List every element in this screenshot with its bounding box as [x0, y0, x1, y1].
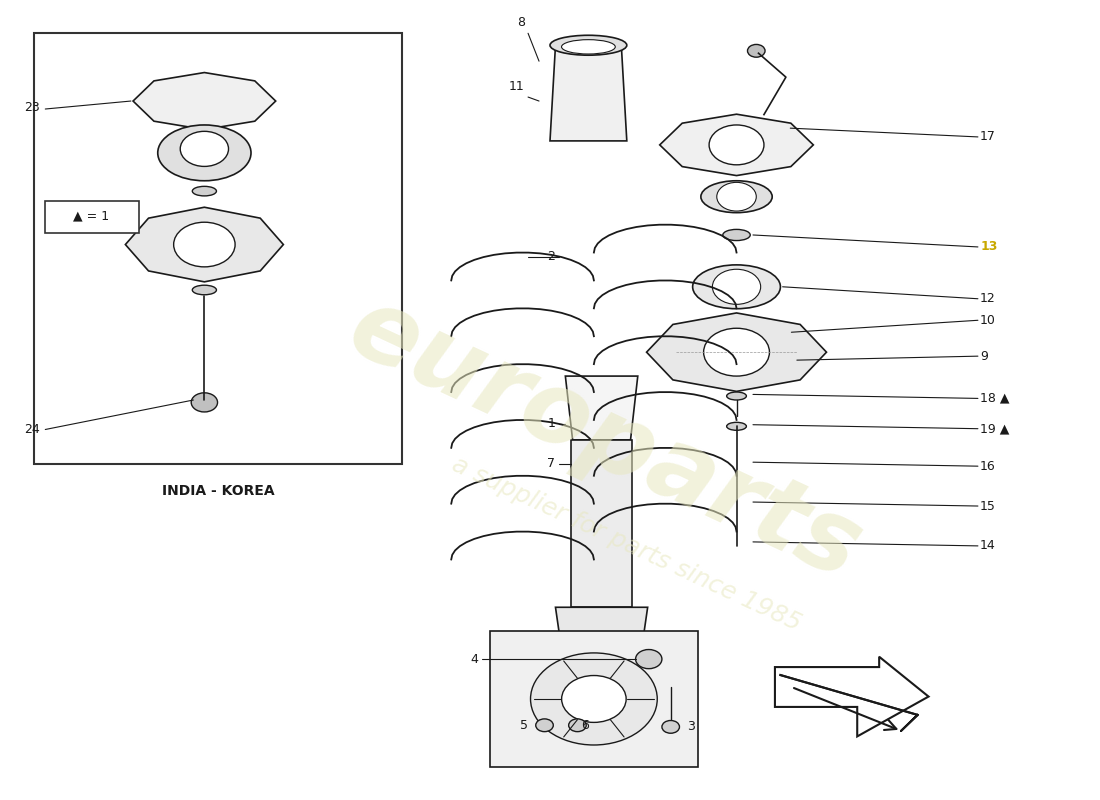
- Circle shape: [662, 721, 680, 734]
- Bar: [45, 201, 139, 233]
- Text: 8: 8: [517, 16, 525, 30]
- Polygon shape: [571, 440, 632, 607]
- Circle shape: [180, 131, 229, 166]
- Ellipse shape: [727, 392, 747, 400]
- Circle shape: [588, 666, 615, 685]
- Circle shape: [713, 270, 761, 304]
- Circle shape: [191, 393, 218, 412]
- Ellipse shape: [727, 422, 747, 430]
- Circle shape: [569, 719, 586, 732]
- Text: 19 ▲: 19 ▲: [980, 422, 1010, 435]
- Polygon shape: [133, 73, 276, 130]
- Text: 9: 9: [980, 350, 988, 362]
- Circle shape: [636, 650, 662, 669]
- Text: 5: 5: [520, 718, 528, 732]
- Polygon shape: [774, 657, 928, 737]
- Text: 12: 12: [980, 292, 996, 306]
- Circle shape: [710, 125, 764, 165]
- Text: europarts: europarts: [333, 279, 876, 601]
- Text: 10: 10: [980, 314, 996, 326]
- Ellipse shape: [192, 186, 217, 196]
- Text: 6: 6: [581, 718, 589, 732]
- Circle shape: [748, 45, 766, 57]
- Text: 13: 13: [980, 241, 998, 254]
- Circle shape: [530, 653, 658, 745]
- Polygon shape: [565, 376, 638, 440]
- Text: a supplier for parts since 1985: a supplier for parts since 1985: [449, 452, 805, 635]
- Polygon shape: [660, 114, 813, 175]
- Text: 3: 3: [688, 720, 695, 734]
- Text: 17: 17: [980, 130, 996, 143]
- Text: 11: 11: [509, 80, 525, 93]
- Bar: [490, 631, 698, 766]
- Ellipse shape: [157, 125, 251, 181]
- Text: INDIA - KOREA: INDIA - KOREA: [162, 484, 274, 498]
- Ellipse shape: [574, 662, 629, 688]
- Polygon shape: [556, 607, 648, 655]
- Text: 15: 15: [980, 499, 996, 513]
- Text: ▲ = 1: ▲ = 1: [74, 210, 109, 222]
- Text: 4: 4: [471, 653, 478, 666]
- Ellipse shape: [693, 265, 780, 309]
- Ellipse shape: [723, 230, 750, 241]
- Text: 18 ▲: 18 ▲: [980, 392, 1010, 405]
- Circle shape: [174, 222, 235, 267]
- Text: 16: 16: [980, 460, 996, 473]
- Text: 23: 23: [24, 101, 40, 114]
- Text: 24: 24: [24, 423, 40, 436]
- Ellipse shape: [192, 286, 217, 294]
- Ellipse shape: [701, 181, 772, 213]
- Text: 1: 1: [548, 418, 556, 430]
- Circle shape: [536, 719, 553, 732]
- Ellipse shape: [561, 40, 615, 54]
- Circle shape: [704, 328, 769, 376]
- Ellipse shape: [550, 35, 627, 55]
- Circle shape: [717, 182, 757, 211]
- Circle shape: [562, 675, 626, 722]
- Polygon shape: [647, 313, 826, 391]
- Text: 2: 2: [548, 250, 556, 263]
- Polygon shape: [550, 46, 627, 141]
- Polygon shape: [125, 207, 284, 282]
- Bar: [34, 34, 402, 464]
- Text: 14: 14: [980, 539, 996, 552]
- Text: 7: 7: [548, 458, 556, 470]
